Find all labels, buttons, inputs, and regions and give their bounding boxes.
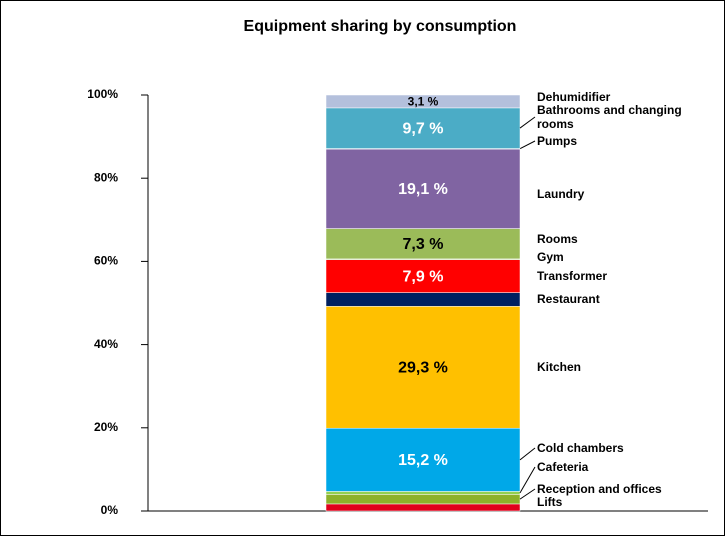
bar-segment — [325, 491, 521, 495]
series-label: Laundry — [537, 187, 585, 201]
y-tick-label: 80% — [94, 170, 118, 184]
series-label: Dehumidifier — [537, 90, 611, 104]
bar-segment — [325, 306, 521, 429]
series-label: Transformer — [537, 269, 608, 283]
y-tick-label: 40% — [94, 337, 118, 351]
leader-line — [519, 116, 536, 129]
value-label: 19,1 % — [398, 181, 448, 198]
y-tick-label: 20% — [94, 420, 118, 434]
value-label: 7,9 % — [403, 268, 444, 285]
y-tick-label: 0% — [101, 503, 119, 517]
series-label: Lifts — [537, 495, 563, 509]
series-label: Cafeteria — [537, 460, 589, 474]
leader-line — [519, 140, 536, 150]
value-label: 7,3 % — [403, 236, 444, 253]
leader-line — [519, 488, 536, 500]
y-tick-label: 60% — [94, 254, 118, 268]
chart-title: Equipment sharing by consumption — [244, 18, 517, 35]
series-label: Kitchen — [537, 360, 582, 374]
series-label: Restaurant — [537, 292, 600, 306]
bar-segment — [325, 503, 521, 512]
value-label: 9,7 % — [403, 120, 444, 137]
bar-segment — [325, 148, 521, 229]
bar-segment — [325, 94, 521, 109]
series-label: Rooms — [537, 232, 578, 246]
bar-segment — [325, 228, 521, 260]
leader-line — [519, 466, 536, 494]
series-label: Reception and offices — [537, 482, 662, 496]
series-label: Cold chambers — [537, 441, 624, 455]
series-label: Pumps — [537, 134, 578, 148]
value-label: 29,3 % — [398, 359, 448, 376]
leader-line — [519, 447, 536, 461]
bar-segment — [325, 427, 521, 492]
value-label: 3,1 % — [408, 95, 439, 109]
y-tick-label: 100% — [87, 87, 118, 101]
series-label: Gym — [537, 250, 564, 264]
bar-segment — [325, 259, 521, 293]
series-label: Bathrooms and changing rooms — [537, 103, 682, 131]
value-label: 15,2 % — [398, 452, 448, 469]
bar-segment — [325, 292, 521, 307]
bar-segment — [325, 494, 521, 505]
